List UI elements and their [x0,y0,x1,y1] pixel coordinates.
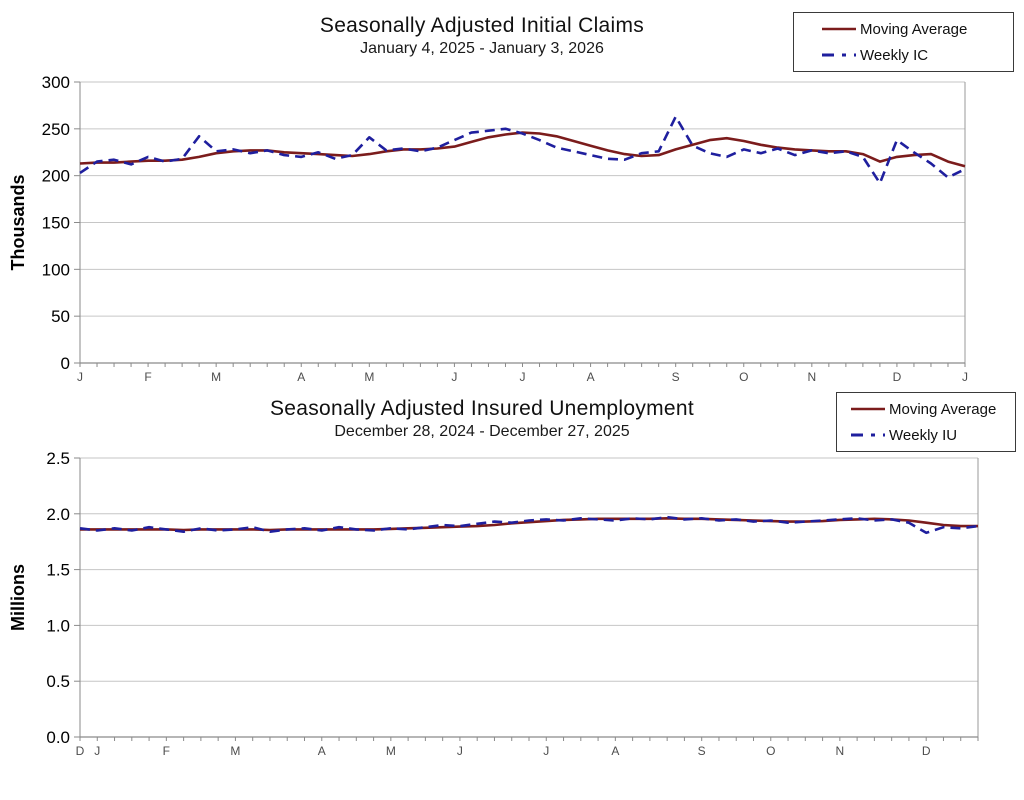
svg-text:J: J [94,744,100,758]
svg-text:2.0: 2.0 [46,505,70,524]
svg-text:J: J [451,370,457,384]
svg-text:0.5: 0.5 [46,672,70,691]
svg-text:300: 300 [42,73,70,92]
solid-line-icon [822,27,856,31]
dashed-line-icon [851,433,885,437]
svg-text:M: M [364,370,374,384]
chart-subtitle: January 4, 2025 - January 3, 2026 [360,40,604,57]
legend-item-moving-average: Moving Average [849,396,1015,422]
svg-text:1.5: 1.5 [46,561,70,580]
svg-text:N: N [836,744,845,758]
svg-text:50: 50 [51,307,70,326]
svg-text:J: J [543,744,549,758]
chart-subtitle: December 28, 2024 - December 27, 2025 [334,423,630,440]
dashed-line-icon [822,53,856,57]
svg-text:F: F [163,744,170,758]
svg-text:A: A [611,744,619,758]
svg-text:0.0: 0.0 [46,728,70,747]
legend-label: Moving Average [889,400,997,418]
svg-text:250: 250 [42,120,70,139]
solid-line-icon [851,407,885,411]
chart-title: Seasonally Adjusted Insured Unemployment [269,397,695,420]
svg-text:2.5: 2.5 [46,449,70,468]
legend-label: Weekly IC [860,46,929,64]
legend: Moving Average Weekly IU [836,392,1016,452]
svg-text:100: 100 [42,260,70,279]
legend-label: Moving Average [860,20,968,38]
svg-text:S: S [672,370,680,384]
svg-text:O: O [739,370,748,384]
insured-unemployment-chart: Seasonally Adjusted Insured Unemployment… [0,390,1024,800]
svg-text:D: D [76,744,85,758]
svg-text:M: M [230,744,240,758]
svg-text:O: O [766,744,775,758]
legend-item-weekly-ic: Weekly IC [820,42,1013,68]
svg-text:F: F [144,370,151,384]
svg-text:J: J [457,744,463,758]
svg-text:A: A [318,744,326,758]
initial-claims-chart: Seasonally Adjusted Initial Claims Janua… [0,0,1024,390]
svg-text:J: J [77,370,83,384]
svg-text:M: M [211,370,221,384]
svg-text:Millions: Millions [8,564,28,631]
svg-text:1.0: 1.0 [46,616,70,635]
legend-item-weekly-iu: Weekly IU [849,422,1015,448]
svg-text:D: D [922,744,931,758]
svg-text:J: J [520,370,526,384]
svg-text:Thousands: Thousands [8,174,28,270]
legend: Moving Average Weekly IC [793,12,1014,72]
svg-text:0: 0 [61,354,70,373]
svg-text:150: 150 [42,214,70,233]
svg-text:200: 200 [42,167,70,186]
legend-item-moving-average: Moving Average [820,16,1013,42]
legend-label: Weekly IU [889,426,958,444]
svg-text:D: D [893,370,902,384]
svg-text:A: A [297,370,305,384]
svg-text:M: M [386,744,396,758]
svg-text:J: J [962,370,968,384]
svg-text:N: N [807,370,816,384]
svg-text:A: A [587,370,595,384]
svg-text:S: S [698,744,706,758]
initial-claims-plot-area: 0 50 100 150 200 250 300 J F M A M J J A S O N D J Thousands [8,73,968,384]
chart-title: Seasonally Adjusted Initial Claims [319,14,645,37]
